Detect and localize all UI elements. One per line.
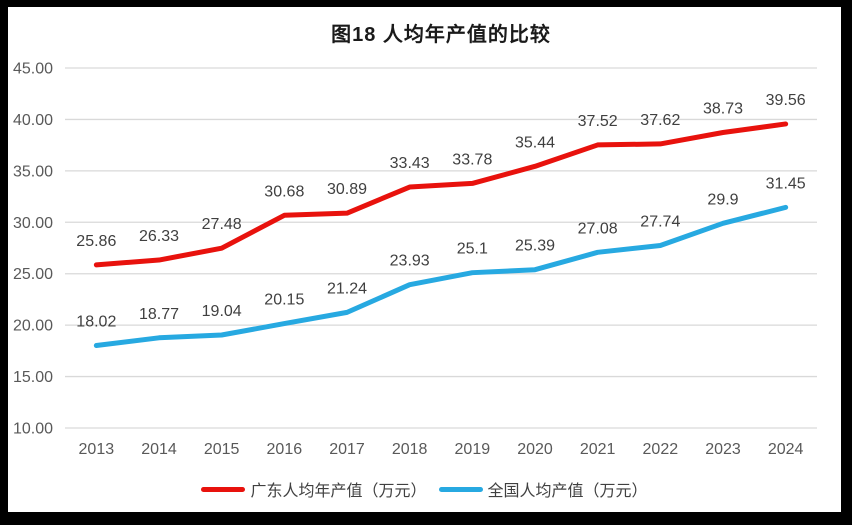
data-label-series-0: 39.56 [766,92,806,109]
y-axis-tick-label: 40.00 [13,112,53,129]
legend-item-guangdong: 广东人均年产值（万元） [201,477,427,501]
x-axis-tick-label: 2013 [79,441,115,458]
data-label-series-0: 37.62 [640,112,680,129]
x-axis-tick-label: 2014 [141,441,177,458]
data-label-series-1: 25.1 [457,241,488,258]
chart-title: 图18 人均年产值的比较 [331,24,551,46]
x-axis-tick-label: 2022 [643,441,679,458]
x-axis-tick-label: 2023 [705,441,741,458]
legend-item-national: 全国人均产值（万元） [438,477,648,501]
data-label-series-1: 27.08 [578,220,618,237]
x-axis-tick-label: 2021 [580,441,616,458]
chart-area: 图18 人均年产值的比较 45.00 40.00 35.00 30.00 25.00 20… [8,7,841,512]
national-series-label: 全国人均产值（万元） [487,483,648,500]
x-axis-tick-label: 2015 [204,441,240,458]
data-label-series-1: 18.02 [76,314,116,331]
series-line-0 [93,121,789,268]
national-series-swatch [438,486,483,492]
legend: 广东人均年产值（万元） 全国人均产值（万元） [8,477,841,501]
data-label-series-0: 33.43 [390,155,430,172]
x-axis-tick-label: 2017 [329,441,365,458]
data-label-series-1: 18.77 [139,306,179,323]
x-axis-tick-label: 2016 [267,441,303,458]
data-label-series-1: 31.45 [766,175,806,192]
x-axis-tick-label: 2019 [455,441,491,458]
y-axis-tick-label: 45.00 [13,61,53,78]
data-label-series-1: 21.24 [327,280,367,297]
data-label-series-1: 25.39 [515,238,555,255]
y-axis-tick-label: 30.00 [13,215,53,232]
data-label-series-1: 23.93 [390,253,430,270]
series-line-1 [93,204,789,349]
x-axis-tick-label: 2018 [392,441,428,458]
line-chart-plot: 45.00 40.00 35.00 30.00 25.00 20.00 15.00 10.00… [13,61,817,458]
data-label-series-0: 30.68 [264,183,304,200]
data-label-series-1: 27.74 [640,214,680,231]
y-axis-tick-label: 20.00 [13,318,53,335]
y-axis-tick-label: 15.00 [13,369,53,386]
data-label-series-0: 30.89 [327,181,367,198]
y-axis-tick-label: 10.00 [13,421,53,438]
data-label-series-1: 20.15 [264,292,304,309]
data-label-series-0: 25.86 [76,233,116,250]
data-label-series-0: 38.73 [703,100,743,117]
guangdong-series-swatch [201,486,246,492]
data-label-series-0: 33.78 [452,151,492,168]
data-label-series-0: 35.44 [515,134,555,151]
data-label-series-0: 37.52 [578,113,618,130]
data-label-series-1: 19.04 [202,303,242,320]
data-label-series-0: 27.48 [202,216,242,233]
data-label-series-1: 29.9 [707,191,738,208]
x-axis-tick-label: 2020 [517,441,553,458]
guangdong-series-label: 广东人均年产值（万元） [250,483,427,500]
data-label-series-0: 26.33 [139,228,179,245]
y-axis-tick-label: 35.00 [13,163,53,180]
y-axis-tick-label: 25.00 [13,266,53,283]
x-axis-tick-label: 2024 [768,441,804,458]
